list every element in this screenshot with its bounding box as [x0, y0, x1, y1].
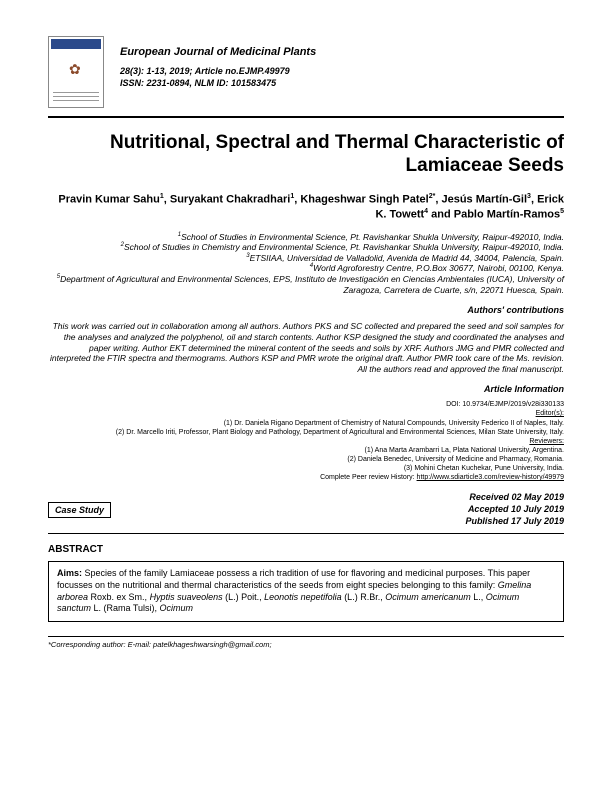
dates-row: Case Study Received 02 May 2019 Accepted…	[48, 492, 564, 527]
accepted-date: Accepted 10 July 2019	[465, 504, 564, 516]
affiliation: World Agroforestry Centre, P.O.Box 30677…	[313, 263, 564, 273]
species: Leonotis nepetifolia	[264, 592, 342, 602]
reviewers-label: Reviewers:	[48, 437, 564, 446]
header-row: European Journal of Medicinal Plants 28(…	[48, 36, 564, 108]
authors-block: Pravin Kumar Sahu1, Suryakant Chakradhar…	[48, 192, 564, 222]
species: Hyptis suaveolens	[150, 592, 223, 602]
paper-title: Nutritional, Spectral and Thermal Charac…	[48, 132, 564, 178]
article-info-block: DOI: 10.9734/EJMP/2019/v28i330133 Editor…	[48, 400, 564, 482]
author: Jesús Martín-Gil	[441, 193, 527, 205]
editors-label: Editor(s):	[48, 409, 564, 418]
reviewer-line: (3) Mohini Chetan Kuchekar, Pune Univers…	[48, 464, 564, 473]
doi: DOI: 10.9734/EJMP/2019/v28i330133	[48, 400, 564, 409]
editor-line: (1) Dr. Daniela Rigano Department of Che…	[48, 419, 564, 428]
editor-line: (2) Dr. Marcello Iriti, Professor, Plant…	[48, 428, 564, 437]
footer-divider	[48, 636, 564, 637]
abstract-box: Aims: Species of the family Lamiaceae po…	[48, 561, 564, 622]
journal-cover-thumbnail	[48, 36, 104, 108]
author: Khageshwar Singh Patel	[300, 193, 428, 205]
divider	[48, 533, 564, 534]
species: Ocimum americanum	[385, 592, 471, 602]
received-date: Received 02 May 2019	[465, 492, 564, 504]
affiliation: School of Studies in Chemistry and Envir…	[124, 242, 564, 252]
published-date: Published 17 July 2019	[465, 516, 564, 528]
divider	[48, 116, 564, 118]
author: Pablo Martín-Ramos	[454, 208, 560, 220]
peer-url[interactable]: http://www.sdiarticle3.com/review-histor…	[417, 474, 564, 481]
contributions-heading: Authors' contributions	[48, 305, 564, 315]
journal-title: European Journal of Medicinal Plants	[120, 46, 316, 58]
journal-meta: European Journal of Medicinal Plants 28(…	[120, 36, 316, 108]
peer-label: Complete Peer review History:	[320, 474, 416, 481]
abstract-heading: ABSTRACT	[48, 544, 564, 555]
case-study-badge: Case Study	[48, 502, 111, 518]
affiliation: School of Studies in Environmental Scien…	[181, 232, 564, 242]
species: Ocimum	[160, 603, 194, 613]
affiliation: Department of Agricultural and Environme…	[60, 274, 564, 295]
journal-issn: ISSN: 2231-0894, NLM ID: 101583475	[120, 78, 316, 90]
reviewer-line: (1) Ana Marta Arambarri La, Plata Nation…	[48, 446, 564, 455]
contributions-text: This work was carried out in collaborati…	[48, 321, 564, 374]
aims-label: Aims:	[57, 568, 82, 578]
journal-issue: 28(3): 1-13, 2019; Article no.EJMP.49979	[120, 66, 316, 78]
author: Pravin Kumar Sahu	[58, 193, 159, 205]
dates-block: Received 02 May 2019 Accepted 10 July 20…	[465, 492, 564, 527]
reviewer-line: (2) Daniela Benedec, University of Medic…	[48, 455, 564, 464]
affiliation: ETSIIAA, Universidad de Valladolid, Aven…	[250, 253, 564, 263]
author: Suryakant Chakradhari	[170, 193, 290, 205]
corresponding-author-footer: *Corresponding author: E-mail: patelkhag…	[48, 640, 564, 649]
article-info-heading: Article Information	[48, 384, 564, 394]
affiliations-block: 1School of Studies in Environmental Scie…	[48, 232, 564, 296]
abstract-text: Species of the family Lamiaceae possess …	[57, 568, 530, 590]
